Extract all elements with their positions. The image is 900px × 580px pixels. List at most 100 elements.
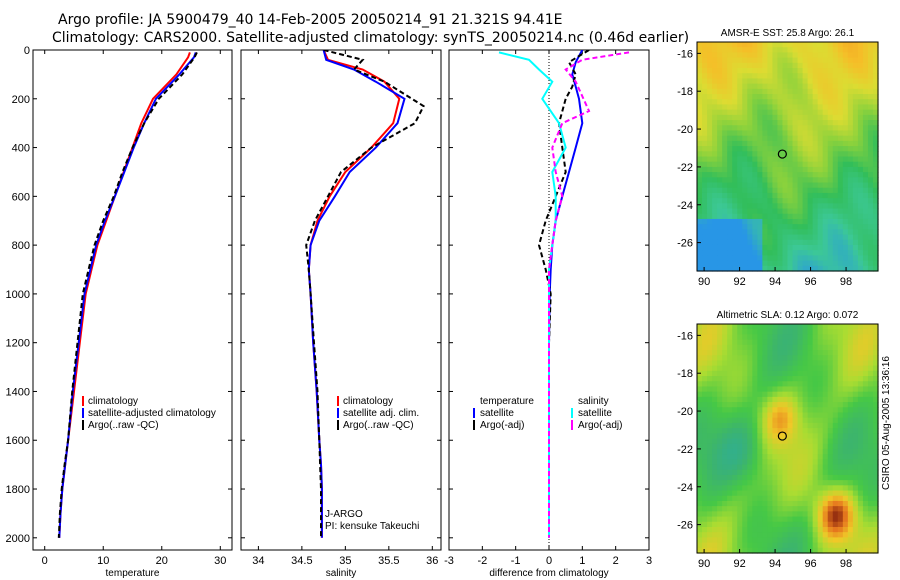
sst-map-cell [697,151,703,158]
sst-map-cell [842,109,849,116]
sst-map-cell [752,260,758,267]
sst-map-cell [727,125,733,132]
sst-map-cell [807,78,814,85]
sla-map-cell [817,334,824,341]
sst-map-cell [857,68,864,74]
sla-map-cell [757,334,763,341]
sla-map-cell [817,438,824,445]
sst-map-cell [857,88,864,95]
sla-map-cell [792,355,799,362]
sla-map-cell [737,506,743,512]
sst-map-cell [712,265,718,272]
sla-map-cell [857,412,864,419]
sla-map-cell [697,480,703,486]
sla-map-cell [772,402,779,408]
sst-map-cell [747,151,753,158]
sst-map-cell [767,94,774,100]
sla-map-cell [737,391,743,398]
sla-map-cell [762,381,768,388]
sla-map-cell [812,350,819,356]
sst-map-cell [852,229,859,236]
sst-map-cell [732,146,738,152]
sst-map-cell [737,114,743,121]
sla-map-cell [802,407,809,414]
sst-map-cell [802,265,809,272]
sla-map-cell [817,350,824,356]
sst-map-cell [732,182,738,189]
sla-map-cell [767,344,774,351]
sst-map-cell [837,120,844,126]
sla-map-cell [787,402,794,408]
sst-map-cell [857,140,864,147]
sla-map-cell [862,428,869,434]
sla-map-cell [837,376,844,382]
sst-map-cell [777,99,784,106]
sst-map-cell [842,78,849,85]
sla-map-cell [747,532,753,538]
sla-map-cell [847,428,854,434]
sla-map-cell [827,454,834,460]
sst-map-cell [767,203,774,210]
sst-map-cell [862,151,869,158]
sst-map-cell [752,244,758,251]
sst-map-cell [867,114,874,121]
sst-map-cell [797,208,804,215]
sst-map-cell [832,166,839,173]
sst-map-cell [862,68,869,74]
sla-map-cell [727,386,733,393]
sla-map-cell [787,417,794,424]
sla-map-cell [707,490,713,497]
sst-map-cell [767,114,774,121]
sst-map-cell [717,224,723,230]
sla-map-cell [847,376,854,382]
sla-map-cell [867,370,874,377]
sst-map-cell [812,94,819,100]
sla-map-cell [812,433,819,440]
sst-map-cell [797,109,804,116]
sla-map-cell [802,386,809,393]
sla-map-cell [777,360,784,367]
sla-map-cell [827,547,834,554]
sla-map-cell [747,428,753,434]
sla-map-cell [697,350,703,356]
sla-map-cell [822,542,829,549]
sla-map-cell [732,417,738,424]
sst-map-cell [732,78,738,85]
sst-map-cell [707,146,713,152]
sst-map-cell [797,213,804,220]
sst-map-cell [792,177,799,184]
sla-map-cell [742,396,748,403]
sst-map-cell [862,172,869,178]
sla-map-cell [827,365,834,372]
sst-map-cell [702,78,708,85]
sst-map-cell [727,109,733,116]
sla-map-cell [742,370,748,377]
sst-map-cell [847,83,854,90]
sst-map-cell [792,229,799,236]
sla-map-cell [697,500,703,507]
sla-map-cell [832,526,839,533]
sst-map-cell [847,73,854,80]
sst-map-cell [857,255,864,262]
sst-map-cell [872,218,879,225]
sst-map-cell [792,83,799,90]
sla-map-cell [847,370,854,377]
sst-map-cell [792,244,799,251]
sla-map-cell [787,391,794,398]
sla-map-y-tick-label: -20 [677,406,693,418]
difference-x-tick-label: 3 [646,555,652,567]
sst-map-cell [722,83,728,90]
sla-map-cell [827,521,834,528]
sla-map-cell [772,324,779,330]
sla-map-cell [787,428,794,434]
sst-map-cell [762,260,768,267]
sla-map-cell [867,443,874,450]
sst-map-cell [842,114,849,121]
sla-map-cell [867,339,874,346]
sla-map-cell [757,365,763,372]
sst-map-cell [817,218,824,225]
sst-map-cell [772,52,779,59]
sst-map-cell [747,260,753,267]
sst-map-cell [802,125,809,132]
sst-map-cell [737,120,743,126]
